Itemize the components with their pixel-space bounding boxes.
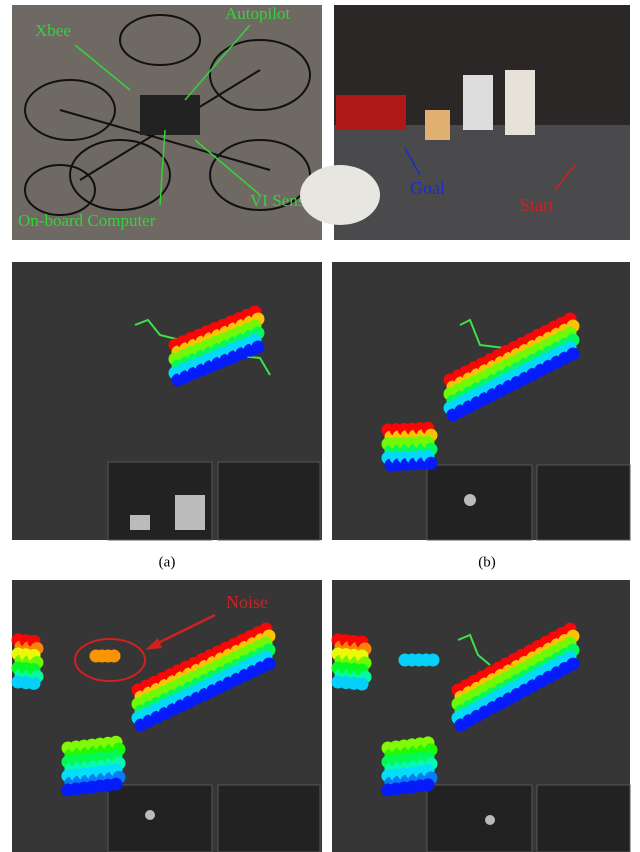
voxel (422, 778, 435, 791)
voxel (427, 654, 440, 667)
voxel (425, 457, 438, 470)
label: Start (520, 195, 554, 215)
light (300, 165, 380, 225)
label: Xbee (35, 21, 71, 40)
figure: Xbee Autopilot On-board Computer VI Sens… (0, 0, 640, 852)
label: On-board Computer (18, 211, 156, 230)
label: Goal (410, 178, 445, 198)
page: Xbee Autopilot On-board Computer VI Sens… (0, 0, 640, 852)
chair (425, 110, 450, 140)
voxel (110, 778, 123, 791)
voxel (567, 658, 580, 671)
caption: (b) (478, 554, 496, 570)
caption: (a) (159, 554, 176, 570)
floor (334, 125, 630, 240)
sofa (336, 95, 406, 130)
label: Autopilot (225, 4, 290, 23)
board (505, 70, 535, 135)
voxel (567, 348, 580, 361)
voxel (356, 678, 369, 691)
annotation: Noise (226, 592, 268, 612)
voxel (263, 657, 276, 670)
voxel (252, 341, 265, 354)
voxel (28, 677, 41, 690)
robot-body (140, 95, 200, 135)
box (463, 75, 493, 130)
voxel (108, 650, 121, 663)
